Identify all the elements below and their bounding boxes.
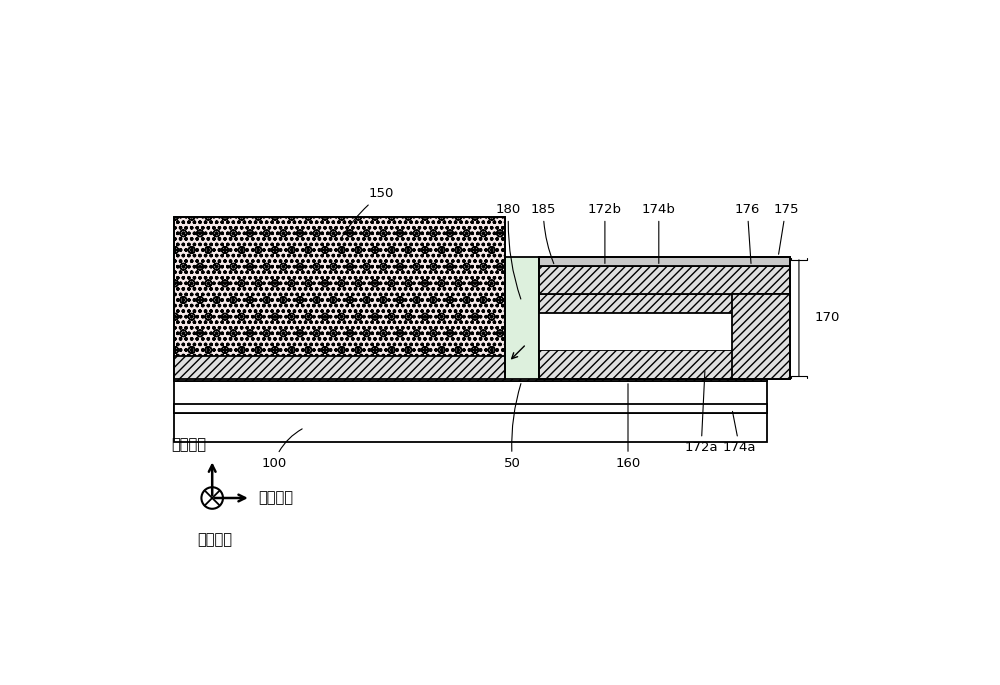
- Text: 172b: 172b: [588, 203, 622, 264]
- Bar: [539, 257, 790, 379]
- Bar: [174, 356, 767, 381]
- Text: 174b: 174b: [642, 203, 676, 264]
- Bar: [539, 266, 790, 294]
- Bar: [174, 413, 767, 442]
- Bar: [539, 294, 790, 313]
- Text: 50: 50: [504, 384, 521, 470]
- Text: 172a: 172a: [684, 371, 718, 454]
- Text: 176: 176: [735, 203, 760, 264]
- Text: 185: 185: [531, 203, 556, 264]
- Text: 160: 160: [615, 384, 641, 470]
- Bar: [174, 217, 505, 379]
- Bar: [174, 217, 505, 379]
- Bar: [174, 404, 767, 413]
- Text: 175: 175: [773, 203, 799, 254]
- Bar: [539, 313, 732, 350]
- Bar: [174, 217, 505, 379]
- Text: 174a: 174a: [723, 412, 756, 454]
- Text: 第一方向: 第一方向: [258, 490, 293, 506]
- Text: 100: 100: [261, 429, 302, 470]
- Bar: [732, 294, 790, 379]
- Bar: [505, 257, 539, 379]
- Text: 180: 180: [496, 203, 521, 299]
- Bar: [174, 381, 767, 413]
- Text: 第三方向: 第三方向: [171, 437, 206, 452]
- Bar: [539, 350, 790, 379]
- Text: 170: 170: [814, 311, 840, 324]
- Text: 150: 150: [341, 188, 394, 239]
- Text: 第二方向: 第二方向: [197, 533, 232, 547]
- Bar: [539, 257, 790, 266]
